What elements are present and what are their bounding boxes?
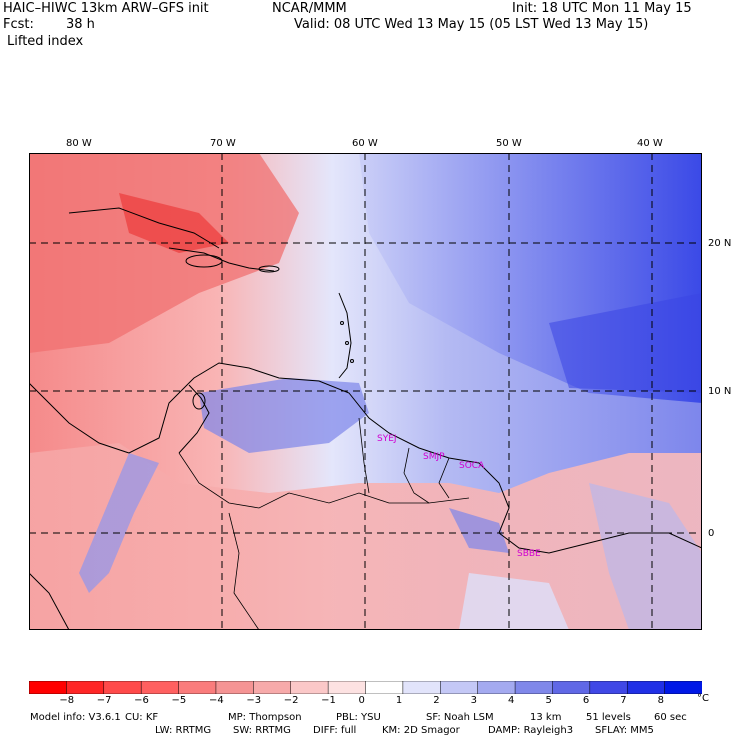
lat-label: 10 N [708, 386, 732, 397]
legend-swatch [253, 681, 292, 694]
lon-label: 80 W [66, 138, 92, 149]
lat-lon-grid [29, 153, 702, 630]
legend-swatch [365, 681, 404, 694]
init-time: Init: 18 UTC Mon 11 May 15 [512, 1, 692, 16]
model-info-item: 60 sec [654, 712, 687, 723]
stable-band [549, 293, 702, 393]
org-label: NCAR/MMM [272, 1, 347, 16]
color-legend [29, 681, 702, 694]
legend-tick: −5 [171, 695, 187, 706]
station-label: SYEJ [377, 434, 397, 444]
field-name: Lifted index [7, 34, 84, 49]
legend-swatch [626, 681, 666, 694]
legend-tick-labels: −8 −7 −6 −5 −4 −3 −2 −1 0 1 2 3 4 5 6 7 8 °C [29, 693, 729, 707]
legend-swatch [552, 681, 591, 694]
legend-tick: −6 [134, 695, 149, 706]
lon-label: 50 W [496, 138, 522, 149]
model-info-line1: Model info: V3.6.1 CU: KF MP: Thompson PBL:… [30, 712, 730, 724]
model-info-item: LW: RRTMG [155, 725, 212, 736]
stable-patch-amazon [449, 508, 509, 553]
legend-swatch [327, 681, 367, 694]
forecast-hour: 38 h [66, 17, 95, 32]
lat-label: 20 N [708, 238, 732, 249]
legend-swatch [66, 681, 105, 694]
legend-tick: −3 [246, 695, 262, 706]
model-info-item: KM: 2D Smagor [382, 725, 460, 736]
legend-swatch [589, 681, 628, 694]
station-label: SOCA [459, 461, 485, 471]
model-info-item: SW: RRTMG [233, 725, 291, 736]
stable-patch-east [589, 483, 702, 630]
legend-tick: −7 [96, 695, 112, 706]
legend-swatch [29, 681, 67, 694]
stable-region-caribbean [199, 378, 369, 453]
unstable-region-northwest [29, 153, 299, 353]
legend-tick: 4 [508, 695, 515, 706]
model-info-item: SFLAY: MM5 [595, 725, 654, 736]
legend-swatch [215, 681, 254, 694]
forecast-label: Fcst: [3, 17, 34, 32]
coastlines [29, 207, 702, 630]
lifted-index-map: SYEJ SMJP SOCA SBBE [29, 153, 702, 630]
legend-swatch [477, 681, 516, 694]
model-title: HAIC–HIWC 13km ARW–GFS init [3, 1, 209, 16]
legend-tick: 5 [545, 695, 552, 706]
legend-swatch [140, 681, 180, 694]
stable-streak-andes [79, 453, 159, 593]
lon-label: 60 W [352, 138, 378, 149]
stable-patch-south [459, 573, 569, 630]
station-label: SMJP [423, 452, 445, 462]
legend-tick: 8 [657, 695, 664, 706]
model-info-item: 51 levels [586, 712, 631, 723]
legend-swatch [103, 681, 142, 694]
model-info-item: DAMP: Rayleigh3 [488, 725, 574, 736]
lon-label: 70 W [210, 138, 236, 149]
lat-label: 0 [708, 528, 715, 539]
legend-tick: −4 [208, 695, 224, 706]
model-info-item: CU: KF [125, 712, 159, 723]
legend-tick: 3 [470, 695, 478, 706]
model-info-item: DIFF: full [313, 725, 357, 736]
valid-time: Valid: 08 UTC Wed 13 May 15 (05 LST Wed … [294, 17, 649, 32]
legend-unit: °C [697, 693, 709, 704]
legend-tick: 0 [358, 695, 365, 706]
legend-tick: −1 [321, 695, 336, 706]
legend-swatch [514, 681, 553, 694]
model-info-item: PBL: YSU [336, 712, 381, 723]
legend-swatch [178, 681, 217, 694]
map-frame [29, 153, 702, 630]
legend-swatch [664, 681, 702, 694]
model-info-item: MP: Thompson [228, 712, 302, 723]
legend-swatch [440, 681, 479, 694]
station-label: SBBE [517, 549, 541, 559]
legend-swatch [402, 681, 441, 694]
model-info-line2: LW: RRTMG SW: RRTMG DIFF: full KM: 2D Smago… [155, 725, 735, 737]
legend-tick: −2 [283, 695, 299, 706]
model-info-item: 13 km [530, 712, 562, 723]
model-info-item: SF: Noah LSM [426, 712, 494, 723]
lon-label: 40 W [637, 138, 663, 149]
legend-tick: 2 [433, 695, 440, 706]
legend-swatch [290, 681, 329, 694]
legend-tick: 7 [620, 695, 627, 706]
legend-tick: 6 [582, 695, 590, 706]
legend-tick: −8 [59, 695, 75, 706]
legend-tick: 1 [395, 695, 403, 706]
model-info-item: Model info: V3.6.1 [30, 712, 121, 723]
